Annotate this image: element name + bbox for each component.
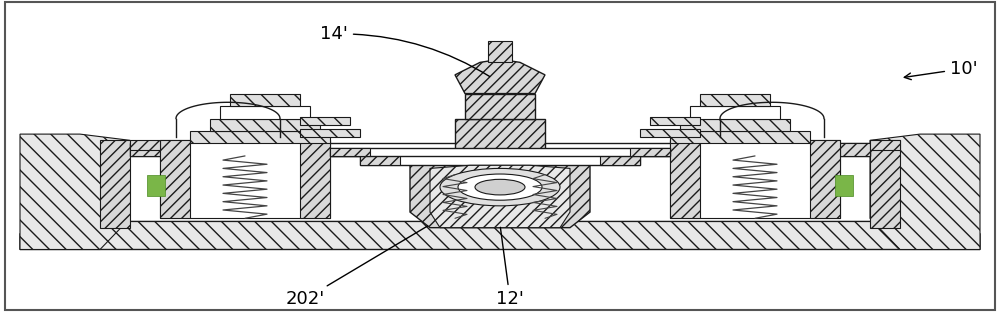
Bar (160, 140, 190, 218)
Polygon shape (870, 140, 900, 228)
Bar (700, 94, 770, 106)
Bar (220, 106, 310, 119)
Bar (680, 119, 790, 131)
Bar (330, 148, 370, 156)
Bar (690, 106, 780, 119)
Bar (210, 119, 320, 131)
Bar (160, 140, 330, 218)
Polygon shape (100, 140, 130, 228)
Bar (835, 175, 853, 197)
Bar (130, 140, 160, 150)
Bar (650, 117, 700, 125)
Bar (190, 131, 330, 143)
Text: 202': 202' (285, 226, 428, 308)
Bar (670, 140, 840, 218)
Bar (810, 140, 840, 218)
Polygon shape (430, 165, 570, 228)
Bar (455, 119, 545, 150)
Text: 14': 14' (320, 25, 490, 76)
Bar (600, 153, 640, 165)
Bar (820, 143, 870, 156)
Bar (360, 153, 640, 165)
Bar (465, 94, 535, 119)
Polygon shape (20, 134, 130, 249)
Bar (300, 130, 360, 137)
Bar (870, 140, 900, 150)
Bar (670, 140, 700, 218)
Bar (360, 153, 400, 165)
Bar (640, 130, 700, 137)
Polygon shape (20, 221, 980, 249)
Circle shape (475, 179, 525, 195)
Bar (300, 117, 350, 125)
Polygon shape (870, 134, 980, 249)
Polygon shape (130, 143, 870, 156)
Circle shape (458, 174, 542, 200)
Bar (488, 41, 512, 62)
Circle shape (440, 168, 560, 206)
Polygon shape (455, 59, 545, 94)
Bar (147, 175, 165, 197)
Bar (630, 148, 670, 156)
Bar (230, 94, 300, 106)
Text: 10': 10' (904, 59, 978, 80)
Text: 12': 12' (496, 227, 524, 308)
Bar (330, 148, 670, 156)
Bar (670, 131, 810, 143)
Bar (130, 143, 180, 156)
Polygon shape (410, 150, 590, 228)
Bar (300, 140, 330, 218)
